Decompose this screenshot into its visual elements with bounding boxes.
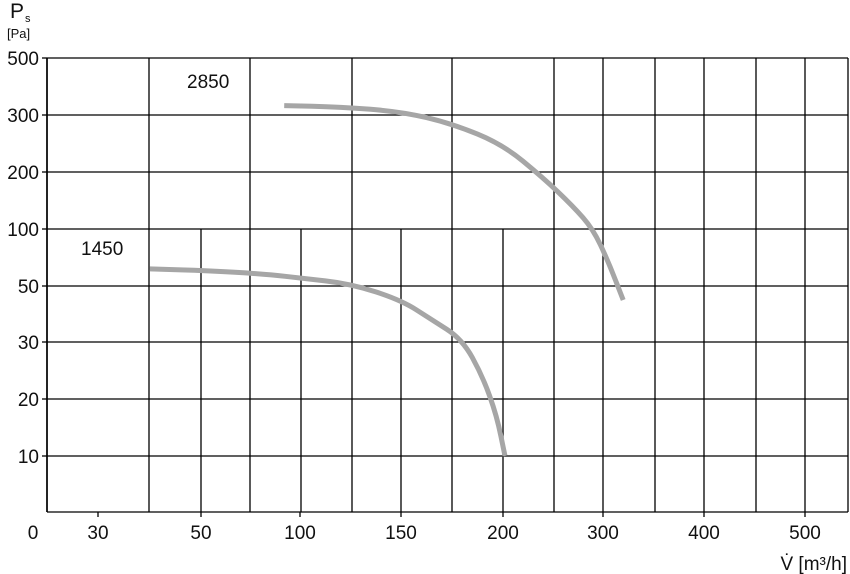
curve-1450 — [149, 266, 508, 457]
y-tick-label: 20 — [18, 390, 39, 411]
x-tick-label: 50 — [190, 523, 211, 544]
curve-label-2850: 2850 — [187, 72, 229, 93]
y-tick-label: 10 — [18, 447, 39, 468]
curve-2850 — [284, 103, 626, 301]
y-axis-subscript: s — [25, 13, 31, 25]
curves-layer: 2850 1450 — [81, 72, 626, 457]
y-tick-label: 200 — [7, 163, 39, 184]
plot-grid — [46, 57, 849, 513]
x-tick-label: 300 — [587, 523, 619, 544]
x-axis-label: V̇ [m³/h] — [780, 554, 847, 574]
y-tick-label: 100 — [7, 220, 39, 241]
x-tick-label: 200 — [487, 523, 519, 544]
y-tick-label: 500 — [7, 49, 39, 70]
x-origin-label: 0 — [28, 523, 39, 544]
axis-labels: P s [Pa] V̇ [m³/h] — [7, 0, 847, 574]
x-tick-label: 500 — [789, 523, 821, 544]
x-tick-label: 100 — [284, 523, 316, 544]
y-tick-label: 30 — [18, 333, 39, 354]
curve-label-1450: 1450 — [81, 239, 123, 260]
x-tick-label: 400 — [688, 523, 720, 544]
x-tick-label: 30 — [87, 523, 108, 544]
y-axis-symbol: P — [10, 0, 24, 23]
y-axis-unit: [Pa] — [7, 26, 30, 41]
x-tick-label: 150 — [385, 523, 417, 544]
y-tick-label: 50 — [18, 277, 39, 298]
y-tick-label: 300 — [7, 106, 39, 127]
